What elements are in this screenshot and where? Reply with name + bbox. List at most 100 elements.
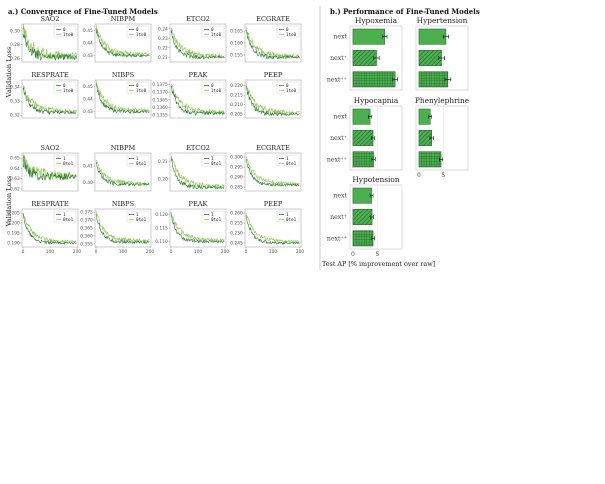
- legend-label: 1: [286, 212, 289, 217]
- legend-label: 1to0: [286, 32, 297, 37]
- subplot-title: ETCO2: [186, 15, 210, 23]
- subplot-title: SAO2: [41, 144, 60, 152]
- subplot-title: ECGRATE: [256, 144, 290, 152]
- legend-label: 0: [286, 27, 289, 32]
- legend-box: [276, 154, 300, 167]
- loss-series-transfer: [170, 27, 225, 59]
- legend-box: [53, 81, 77, 94]
- subplot-title: Hypocapnia: [354, 96, 399, 105]
- bar-subplot: Hypoxemia next next⁺ next⁺⁺: [327, 16, 403, 91]
- legend-label: 1: [136, 156, 139, 161]
- subplot-title: PEEP: [264, 200, 283, 208]
- y-tick-label: 0.43: [83, 53, 93, 59]
- y-tick-label: 0.44: [83, 97, 93, 103]
- x-tick-label: 200: [296, 249, 305, 255]
- y-tick-label: 0.45: [83, 28, 93, 34]
- loss-series-transfer: [22, 214, 77, 244]
- loss-series-primary: [170, 212, 225, 244]
- x-tick-label: 0: [417, 172, 421, 179]
- y-tick-label: 0.44: [83, 41, 93, 47]
- loss-series-primary: [245, 158, 300, 188]
- legend-box: [201, 210, 225, 223]
- loss-series-primary: [245, 215, 300, 245]
- subplot-title: PEAK: [189, 200, 209, 208]
- legend-label: 0: [136, 27, 139, 32]
- y-tick-label: 0.41: [83, 164, 93, 170]
- y-tick-label: 0.28: [10, 42, 20, 48]
- category-label: next⁺⁺: [327, 235, 347, 242]
- y-tick-label: 0.62: [10, 186, 20, 192]
- y-tick-label: 0.24: [158, 26, 168, 32]
- legend-label: 0: [63, 27, 66, 32]
- legend-box: [276, 81, 300, 94]
- loss-series-primary: [95, 213, 150, 245]
- x-tick-label: 200: [146, 249, 155, 255]
- bar: [352, 187, 372, 204]
- bar: [352, 71, 396, 88]
- y-tick-label: 0.1365: [152, 97, 168, 103]
- category-label: next: [333, 34, 347, 41]
- y-tick-label: 0.1375: [152, 82, 168, 88]
- subplot-title: NIBPS: [112, 71, 135, 79]
- y-tick-label: 0.210: [230, 102, 243, 108]
- loss-series-primary: [95, 28, 150, 58]
- convergence-group-1: Validation LossSAO20.300.280.2601to0NIBP…: [5, 15, 302, 119]
- y-tick-label: 0.220: [230, 83, 243, 89]
- y-tick-label: 0.115: [155, 226, 168, 232]
- legend-label: 0to1: [211, 161, 222, 166]
- x-tick-label: 0: [170, 249, 173, 255]
- bar: [352, 108, 371, 125]
- y-tick-label: 0.215: [230, 93, 243, 99]
- legend-box: [126, 81, 150, 94]
- subplot-title: Hypotension: [352, 175, 400, 184]
- category-label: next⁺: [330, 214, 347, 221]
- y-tick-label: 0.205: [230, 112, 243, 118]
- x-tick-label: 5: [376, 251, 380, 258]
- legend-label: 0to1: [63, 217, 74, 222]
- loss-series-primary: [95, 162, 150, 187]
- y-tick-label: 0.1355: [152, 112, 168, 118]
- bar: [418, 151, 442, 168]
- loss-series-primary: [170, 158, 225, 190]
- legend-box: [201, 81, 225, 94]
- y-tick-label: 0.365: [80, 226, 93, 232]
- loss-series-transfer: [170, 155, 225, 189]
- legend-label: 0to1: [136, 217, 147, 222]
- legend-label: 0to1: [286, 161, 297, 166]
- loss-series-transfer: [22, 85, 77, 114]
- legend-label: 1: [286, 156, 289, 161]
- category-label: next⁺⁺: [327, 156, 347, 163]
- x-tick-label: 0: [245, 249, 248, 255]
- loss-series-transfer: [170, 214, 225, 243]
- y-tick-label: 0.1370: [152, 90, 168, 96]
- y-tick-label: 0.40: [83, 180, 93, 186]
- x-tick-label: 0: [351, 251, 355, 258]
- subplot-title: Hypertension: [417, 16, 468, 25]
- loss-series-primary: [170, 30, 225, 60]
- y-tick-label: 0.370: [80, 218, 93, 224]
- y-tick-label: 0.63: [10, 176, 20, 182]
- category-label: next⁺: [330, 135, 347, 142]
- loss-series-primary: [95, 83, 150, 114]
- legend-label: 1to0: [286, 88, 297, 93]
- legend-box: [201, 25, 225, 38]
- loss-series-transfer: [95, 210, 150, 244]
- y-tick-label: 0.45: [83, 84, 93, 90]
- bar-subplot: Phenylephrine 0 5: [415, 96, 469, 179]
- category-label: next⁺⁺: [327, 76, 347, 83]
- y-tick-label: 0.43: [83, 109, 93, 115]
- y-tick-label: 0.300: [230, 155, 243, 161]
- y-tick-label: 0.20: [158, 176, 168, 182]
- performance-bars: Hypoxemia next next⁺ next⁺⁺ Hypertension Hypo…: [322, 16, 469, 268]
- bar-subplot: Hypocapnia next next⁺ next⁺⁺: [327, 96, 403, 171]
- legend-label: 0to1: [286, 217, 297, 222]
